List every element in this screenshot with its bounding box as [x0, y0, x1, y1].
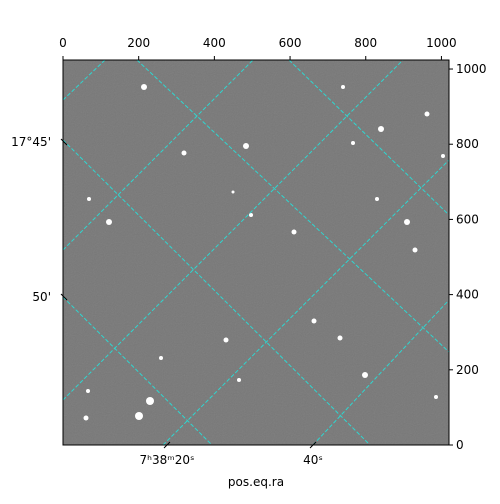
x-axis-label: pos.eq.ra [228, 475, 284, 489]
x-tick-label: 200 [127, 36, 150, 50]
x-tick-label: 0 [59, 36, 67, 50]
world-tick [309, 441, 317, 449]
y-tick-label: 0 [456, 438, 464, 452]
y-tick-label: 1000 [456, 62, 487, 76]
world-x-label: 40ˢ [303, 453, 323, 467]
world-y-label: 50' [32, 290, 51, 304]
y-tick-label: 600 [456, 212, 479, 226]
x-tick-label: 1000 [426, 36, 457, 50]
world-x-label: 7ʰ38ᵐ20ˢ [140, 453, 195, 467]
world-tick [60, 293, 68, 301]
world-y-label: 17°45' [11, 135, 51, 149]
x-tick-label: 400 [203, 36, 226, 50]
sky-image [62, 59, 450, 446]
world-tick [163, 441, 171, 449]
y-tick-label: 400 [456, 288, 479, 302]
world-tick [60, 138, 68, 146]
x-tick-label: 600 [279, 36, 302, 50]
x-tick-label: 800 [354, 36, 377, 50]
y-tick-label: 800 [456, 137, 479, 151]
y-tick-label: 200 [456, 363, 479, 377]
